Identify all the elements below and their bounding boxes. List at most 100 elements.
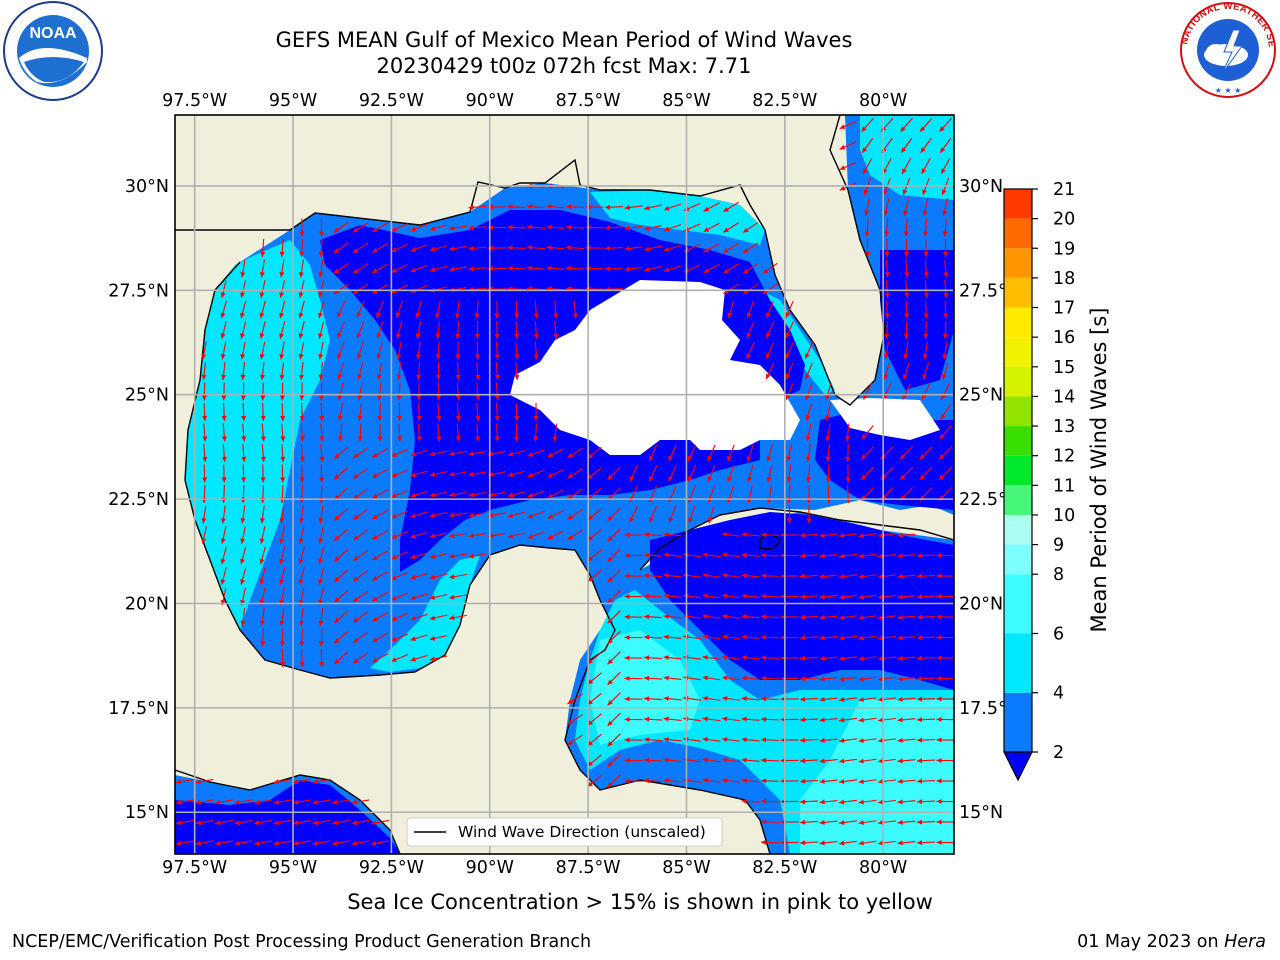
wave-arrow-714 [916, 676, 936, 682]
wave-arrow-112 [371, 263, 389, 274]
wave-arrow-38 [703, 202, 720, 212]
wave-arrow-704 [722, 675, 740, 681]
wave-arrow-876 [839, 840, 857, 846]
colorbar-tick-label-6: 11 [1053, 476, 1075, 496]
wave-arrow-812 [819, 778, 838, 784]
wave-arrow-411 [938, 466, 953, 481]
wave-arrow-732 [878, 697, 896, 702]
wave-arrow-771 [858, 738, 877, 744]
wave-arrow-738 [607, 712, 621, 727]
wave-arrow-503 [643, 532, 663, 538]
wave-arrow-242 [942, 341, 948, 360]
wave-arrow-721 [663, 696, 682, 702]
wave-arrow-619 [390, 613, 409, 621]
wave-arrow-867 [293, 840, 311, 846]
wave-arrow-451 [201, 505, 207, 524]
wave-arrow-335 [939, 425, 952, 440]
wave-arrow-531 [624, 552, 643, 558]
wave-arrow-389 [507, 470, 526, 477]
wave-arrow-652 [624, 634, 643, 640]
wave-arrow-218 [220, 341, 227, 360]
wave-arrow-198 [336, 321, 346, 339]
wave-arrow-260 [765, 362, 775, 380]
wave-arrow-788 [819, 758, 838, 764]
wave-arrow-513 [878, 533, 896, 538]
wave-arrow-106 [259, 259, 265, 278]
wave-arrow-518 [279, 546, 286, 565]
wave-arrow-311 [940, 404, 951, 420]
wave-arrow-206 [494, 320, 500, 340]
wave-arrow-803 [643, 778, 663, 784]
wave-arrow-611 [240, 608, 246, 626]
wave-arrow-252 [376, 362, 383, 380]
lat-label-right-0: 15°N [959, 803, 1003, 823]
wave-arrow-679 [607, 651, 621, 665]
wave-arrow-628 [702, 613, 721, 619]
wave-arrow-376 [260, 464, 266, 483]
wave-arrow-528 [468, 553, 487, 559]
wave-arrow-12 [839, 161, 857, 171]
wave-arrow-718 [607, 692, 621, 706]
wave-arrow-127 [663, 265, 682, 273]
wave-arrow-200 [376, 321, 384, 339]
wave-arrow-209 [553, 320, 559, 340]
wave-arrow-874 [799, 840, 819, 846]
wave-arrow-623 [607, 610, 621, 624]
colorbar-segment-6 [1004, 455, 1032, 486]
wave-arrow-405 [825, 464, 831, 483]
wave-arrow-573 [819, 573, 838, 579]
wave-arrow-636 [858, 615, 877, 621]
wave-arrow-606 [858, 594, 877, 600]
wave-arrow-186 [766, 300, 774, 319]
wave-arrow-856 [858, 820, 877, 826]
wave-arrow-314 [241, 423, 247, 442]
wave-arrow-133 [884, 259, 890, 278]
wave-arrow-170 [318, 300, 325, 319]
wave-arrow-787 [799, 758, 819, 764]
wave-arrow-817 [916, 778, 936, 784]
wave-arrow-361 [727, 444, 735, 462]
wave-arrow-575 [858, 574, 877, 580]
wave-arrow-759 [624, 737, 643, 743]
wave-arrow-397 [668, 465, 677, 482]
wave-arrow-272 [299, 382, 305, 401]
wave-arrow-615 [318, 608, 324, 626]
wave-arrow-650 [429, 634, 448, 641]
wave-arrow-341 [299, 443, 305, 463]
colorbar-tick-label-7: 12 [1053, 447, 1075, 467]
wind-wave-arrows [176, 117, 954, 846]
wave-arrow-46 [319, 218, 325, 237]
wave-arrow-840 [176, 819, 194, 826]
wave-arrow-658 [741, 634, 760, 640]
wave-arrow-484 [279, 526, 285, 544]
colorbar-segment-2 [1004, 574, 1032, 634]
wave-arrow-872 [760, 839, 780, 845]
wave-arrow-45 [299, 218, 305, 237]
wave-arrow-674 [371, 653, 389, 663]
wave-arrow-470 [567, 509, 583, 520]
wave-arrow-746 [760, 716, 780, 722]
wave-arrow-138 [240, 280, 247, 298]
wave-arrow-281 [475, 382, 481, 401]
wave-arrow-543 [858, 553, 877, 559]
wave-arrow-325 [455, 423, 461, 442]
wave-arrow-710 [839, 676, 857, 682]
wave-arrow-297 [319, 402, 325, 422]
wave-arrow-162 [904, 279, 910, 299]
wave-arrow-131 [742, 262, 759, 275]
lat-label-left-6: 30°N [125, 177, 169, 197]
wave-arrow-778 [624, 757, 643, 763]
wave-arrow-11 [939, 137, 952, 154]
wave-arrow-794 [936, 757, 954, 763]
wave-arrow-111 [352, 263, 369, 274]
wave-arrow-178 [474, 300, 480, 319]
wave-arrow-838 [916, 799, 936, 805]
wave-arrow-334 [861, 425, 874, 440]
wave-arrow-837 [897, 799, 916, 805]
wave-arrow-42 [903, 198, 909, 216]
wave-arrow-371 [919, 446, 933, 460]
wave-arrow-424 [429, 491, 448, 498]
wave-arrow-354 [547, 448, 564, 458]
wave-arrow-719 [624, 696, 643, 702]
wave-arrow-336 [202, 443, 208, 463]
